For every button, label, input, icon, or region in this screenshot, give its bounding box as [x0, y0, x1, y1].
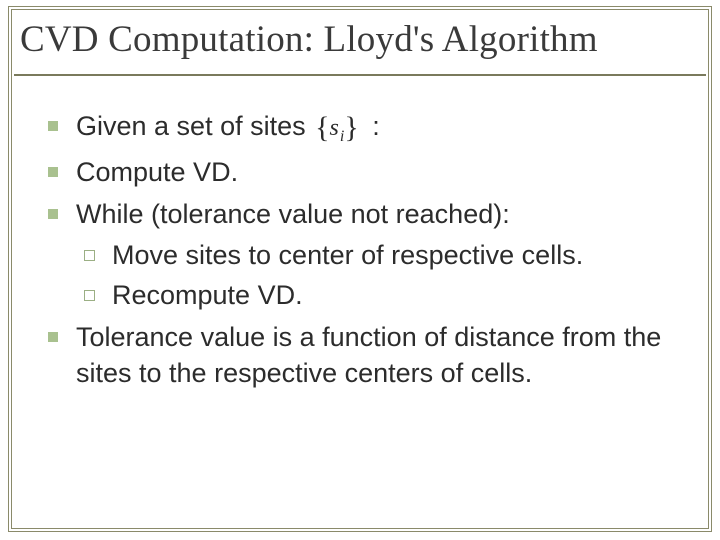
bullet-text: Compute VD.: [76, 157, 238, 187]
bullet-text-post: :: [372, 111, 380, 141]
math-set-si: {si}: [315, 108, 359, 148]
list-item: Move sites to center of respective cells…: [76, 237, 684, 273]
sub-bullet-text: Move sites to center of respective cells…: [112, 240, 583, 270]
math-subscript: i: [340, 128, 344, 145]
bullet-list: Given a set of sites {si} : Compute VD. …: [40, 108, 684, 391]
bullet-text: While (tolerance value not reached):: [76, 199, 510, 229]
slide-body: Given a set of sites {si} : Compute VD. …: [40, 108, 684, 397]
list-item: Tolerance value is a function of distanc…: [40, 319, 684, 391]
list-item: While (tolerance value not reached): Mov…: [40, 196, 684, 313]
math-var: s: [330, 115, 339, 141]
math-rbrace: }: [344, 111, 358, 144]
sub-bullet-text: Recompute VD.: [112, 280, 303, 310]
sub-bullet-list: Move sites to center of respective cells…: [76, 237, 684, 313]
bullet-text-pre: Given a set of sites: [76, 111, 306, 141]
list-item: Recompute VD.: [76, 277, 684, 313]
title-underline: [14, 74, 706, 76]
slide-title: CVD Computation: Lloyd's Algorithm: [20, 18, 598, 61]
list-item: Compute VD.: [40, 154, 684, 190]
bullet-text: Tolerance value is a function of distanc…: [76, 322, 661, 388]
math-lbrace: {: [315, 111, 329, 144]
list-item: Given a set of sites {si} :: [40, 108, 684, 148]
